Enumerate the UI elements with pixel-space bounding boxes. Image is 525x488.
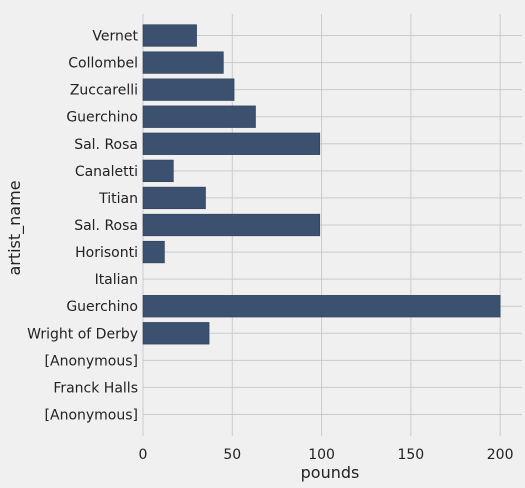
bar	[142, 24, 197, 47]
bar	[142, 78, 235, 101]
x-tick-label: 50	[223, 447, 241, 463]
y-tick-label: Wright of Derby	[27, 326, 138, 342]
bar	[142, 240, 165, 264]
y-tick-label: Guerchino	[66, 110, 138, 126]
y-tick-label: [Anonymous]	[45, 353, 138, 369]
bar	[142, 295, 501, 318]
x-tick-label: 150	[397, 447, 424, 463]
y-tick-label: Sal. Rosa	[74, 218, 138, 234]
y-tick-label: Canaletti	[75, 164, 138, 180]
y-tick-label: Sal. Rosa	[74, 137, 138, 153]
y-tick-labels: Vernet Collombel Zuccarelli Guerchino Sal. R…	[27, 29, 138, 424]
y-tick-label: Titian	[98, 191, 138, 207]
y-tick-label: Collombel	[68, 56, 138, 72]
y-tick-label: [Anonymous]	[45, 407, 138, 423]
bar	[142, 51, 224, 74]
y-tick-label: Zuccarelli	[70, 83, 138, 99]
bar	[142, 159, 174, 182]
y-tick-label: Italian	[95, 272, 138, 288]
bar	[142, 132, 321, 155]
y-axis-title: artist_name	[5, 180, 25, 275]
x-tick-labels: 0 50 100 150 200	[139, 447, 514, 463]
y-tick-label: Franck Halls	[53, 380, 138, 396]
y-tick-label: Horisonti	[75, 245, 138, 261]
bar	[142, 213, 321, 237]
x-axis-title: pounds	[301, 463, 360, 482]
y-tick-label: Guerchino	[66, 299, 138, 315]
x-tick-label: 0	[139, 447, 148, 463]
bar	[142, 105, 256, 128]
x-tick-label: 200	[487, 447, 514, 463]
bar	[142, 322, 210, 345]
bar-layer	[142, 24, 501, 345]
y-tick-label: Vernet	[92, 29, 138, 45]
x-tick-label: 100	[308, 447, 335, 463]
bar	[142, 186, 206, 210]
